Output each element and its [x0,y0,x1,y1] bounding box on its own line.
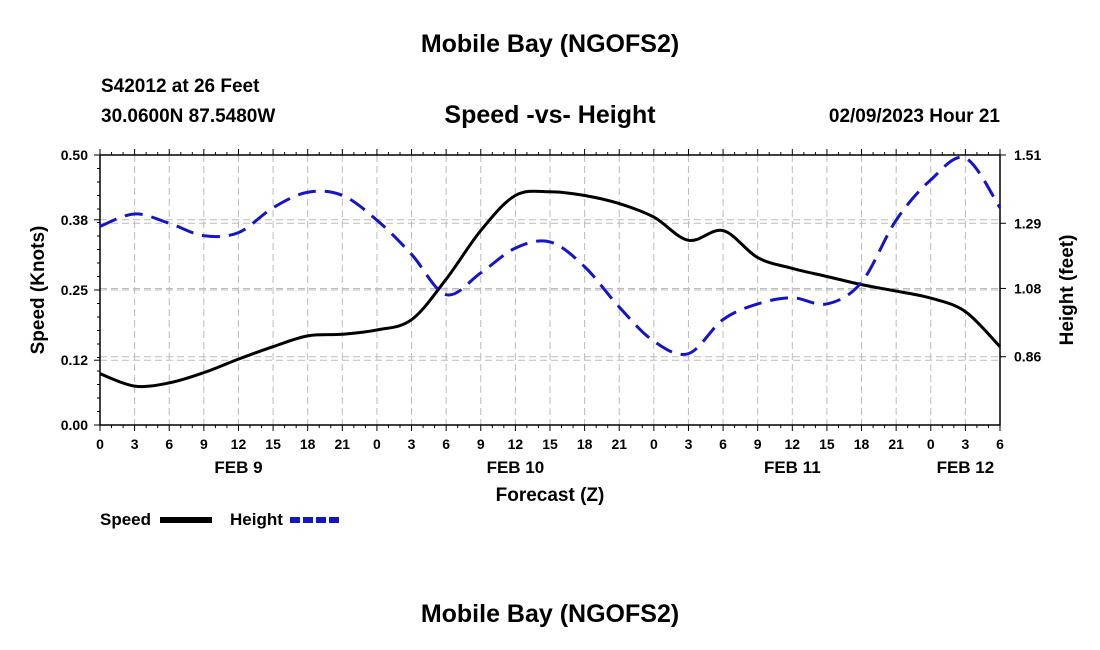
grid-lines [100,154,1000,425]
speed-series-line [99,189,1002,389]
x-tick-label: 9 [477,436,485,452]
x-tick-label: 18 [300,436,316,452]
x-tick-label: 0 [650,436,658,452]
chart-title: Speed -vs- Height [444,101,656,129]
x-tick-label: 15 [819,436,835,452]
y-tick-label: 0.12 [61,352,88,368]
page-title: Mobile Bay (NGOFS2) [420,30,680,58]
x-tick-label: 6 [996,436,1004,452]
x-tick-label: 18 [854,436,870,452]
x-tick-label: 18 [577,436,593,452]
x-tick-label: 9 [200,436,208,452]
x-tick-label: 0 [927,436,935,452]
y2-tick-label: 1.08 [1014,280,1041,296]
date-label: FEB 12 [937,458,995,477]
legend-label-height: Height [230,510,283,529]
x-tick-label: 21 [888,436,904,452]
x-tick-label: 15 [542,436,558,452]
speed-height-chart: 0 3 6 9 12 15 18 21 0 3 6 9 12 15 18 21 0 3 6 9 12 15 18 21 0 3 6F… [28,147,1078,529]
x-tick-label: 3 [131,436,139,452]
y-tick-label: 0.50 [61,147,88,163]
legend-label-speed: Speed [100,510,151,529]
x-tick-label: 6 [719,436,727,452]
x-tick-label: 0 [96,436,104,452]
axis-labels: 0 3 6 9 12 15 18 21 0 3 6 9 12 15 18 21 0 3 6 9 12 15 18 21 0 3 6F… [28,147,1078,506]
x-tick-label: 6 [442,436,450,452]
y2-tick-label: 0.86 [1014,349,1041,365]
y2-tick-label: 1.29 [1014,215,1041,231]
x-tick-label: 0 [373,436,381,452]
x-tick-label: 3 [685,436,693,452]
datetime-label: 02/09/2023 Hour 21 [828,106,1000,127]
x-tick-label: 6 [165,436,173,452]
y-tick-label: 0.38 [61,212,88,228]
x-tick-label: 12 [508,436,524,452]
x-tick-label: 12 [231,436,247,452]
y-tick-label: 0.25 [61,282,88,298]
x-axis-label: Forecast (Z) [496,485,605,506]
x-tick-label: 21 [611,436,627,452]
y2-axis-label: Height (feet) [1057,235,1078,346]
y-tick-label: 0.00 [61,417,88,433]
legend: Speed Height [100,510,342,529]
footer-title: Mobile Bay (NGOFS2) [420,600,680,628]
coordinates-label: 30.0600N 87.5480W [101,106,276,127]
x-tick-label: 12 [785,436,801,452]
date-label: FEB 11 [764,458,821,477]
y2-tick-label: 1.51 [1014,147,1041,163]
plot-frame [99,154,1001,426]
y-axis-label: Speed (Knots) [28,226,49,355]
x-tick-label: 9 [754,436,762,452]
date-label: FEB 10 [487,458,545,477]
x-tick-label: 21 [335,436,351,452]
x-tick-label: 3 [961,436,969,452]
series-lines [99,155,1002,389]
station-label: S42012 at 26 Feet [101,76,260,97]
date-label: FEB 9 [214,458,262,477]
x-tick-label: 3 [408,436,416,452]
x-tick-label: 15 [265,436,281,452]
height-series-line [99,155,1002,356]
